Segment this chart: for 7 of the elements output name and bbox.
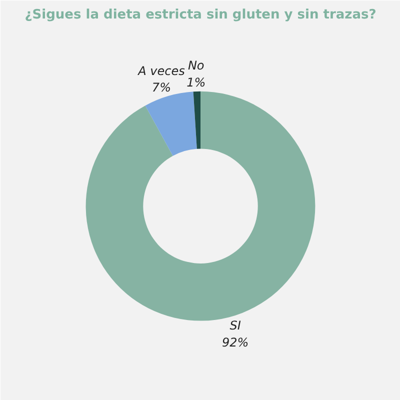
chart-title: ¿Sigues la dieta estricta sin gluten y sin trazas? <box>24 8 376 22</box>
data-label: 92% <box>222 335 249 350</box>
data-label: 1% <box>186 76 206 90</box>
slice-label: SI <box>230 318 242 333</box>
data-label: 7% <box>152 80 171 95</box>
slice-label: No <box>188 58 204 73</box>
slice-label: A veces <box>137 64 185 78</box>
